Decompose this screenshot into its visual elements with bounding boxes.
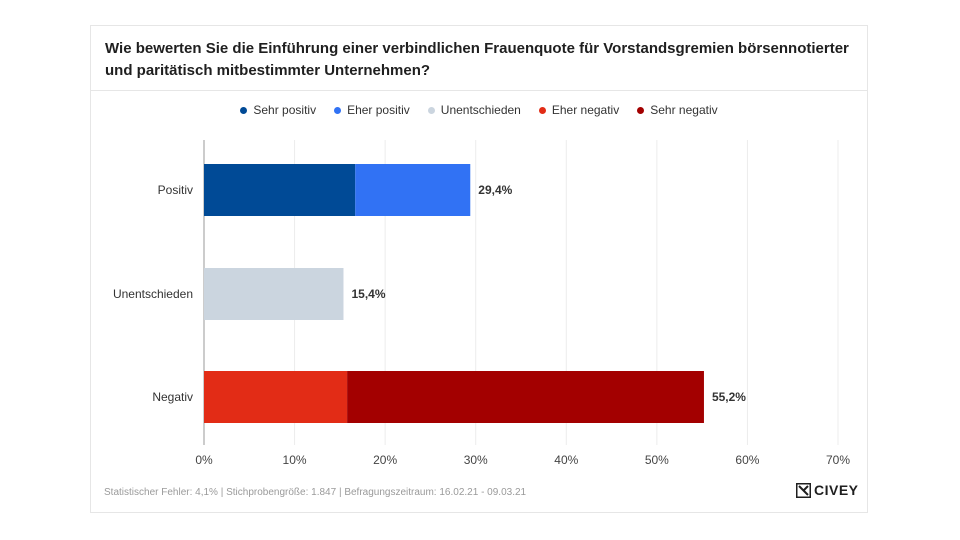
x-tick-label: 20% — [373, 453, 397, 467]
legend-label-unentschieden: Unentschieden — [440, 103, 521, 117]
civey-logo: CIVEY — [796, 482, 859, 498]
chart-legend: Sehr positiv Eher positiv Unentschieden … — [91, 103, 867, 117]
bar-total-label: 15,4% — [351, 287, 385, 301]
x-tick-label: 30% — [464, 453, 488, 467]
legend-item-unentschieden[interactable]: Unentschieden — [427, 103, 521, 117]
legend-dot-unentschieden — [427, 106, 435, 114]
bar-total-label: 55,2% — [712, 390, 746, 404]
civey-logo-icon — [796, 482, 811, 498]
y-category-label: Unentschieden — [113, 287, 193, 301]
y-category-label: Negativ — [152, 390, 193, 404]
legend-item-eher-negativ[interactable]: Eher negativ — [538, 103, 620, 117]
legend-label-eher-negativ: Eher negativ — [551, 103, 620, 117]
legend-dot-eher-negativ — [538, 106, 546, 114]
legend-label-eher-positiv: Eher positiv — [347, 103, 410, 117]
bar-total-label: 29,4% — [478, 183, 512, 197]
y-category-label: Positiv — [158, 183, 193, 197]
legend-item-eher-positiv[interactable]: Eher positiv — [334, 103, 410, 117]
bar-segment[interactable] — [204, 164, 356, 216]
bar-segment[interactable] — [204, 371, 348, 423]
legend-label-sehr-positiv: Sehr positiv — [253, 103, 317, 117]
bar-segment[interactable] — [204, 268, 344, 320]
x-tick-label: 40% — [554, 453, 578, 467]
chart-footer: Statistischer Fehler: 4,1% | Stichproben… — [104, 487, 527, 498]
legend-label-sehr-negativ: Sehr negativ — [650, 103, 718, 117]
chart-title: Wie bewerten Sie die Einführung einer ve… — [105, 40, 849, 79]
legend-dot-sehr-positiv — [240, 106, 248, 114]
x-tick-label: 70% — [826, 453, 850, 467]
x-tick-label: 50% — [645, 453, 669, 467]
x-tick-label: 0% — [195, 453, 213, 467]
bar-segment[interactable] — [347, 371, 704, 423]
legend-item-sehr-positiv[interactable]: Sehr positiv — [240, 103, 316, 117]
legend-item-sehr-negativ[interactable]: Sehr negativ — [637, 103, 718, 117]
civey-logo-text: CIVEY — [814, 482, 859, 498]
legend-dot-sehr-negativ — [637, 106, 645, 114]
bar-segment[interactable] — [355, 164, 471, 216]
x-tick-label: 60% — [735, 453, 759, 467]
x-tick-label: 10% — [283, 453, 307, 467]
title-divider — [91, 90, 867, 91]
legend-dot-eher-positiv — [334, 106, 342, 114]
